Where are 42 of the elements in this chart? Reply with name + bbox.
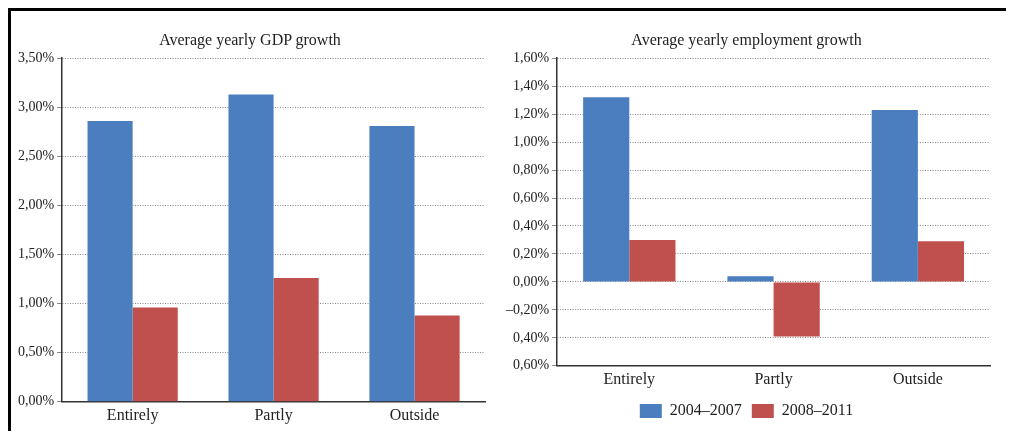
bar (414, 315, 460, 402)
x-tick-label: Entirely (106, 405, 159, 424)
y-tick-label: 0,40% (512, 329, 550, 345)
bar (583, 97, 630, 282)
y-tick-label: 0,40% (512, 217, 550, 233)
x-tick-label: Entirely (603, 369, 656, 388)
y-tick-label: 0,00% (512, 273, 550, 289)
x-tick-label: Outside (892, 369, 943, 387)
y-tick-label: 0,80% (512, 161, 550, 177)
y-tick-label: 1,40% (512, 77, 550, 93)
y-tick-label: 0,50% (17, 344, 55, 360)
legend-label: 2008–2011 (781, 401, 854, 419)
chart-title: Average yearly GDP growth (159, 30, 341, 49)
bar (773, 282, 820, 337)
bar (228, 94, 274, 402)
y-tick-label: 3,50% (17, 49, 55, 65)
y-tick-label: 0,60% (512, 189, 550, 205)
y-tick-label: 1,00% (17, 295, 55, 311)
bar (132, 307, 178, 402)
y-tick-label: 1,20% (512, 105, 550, 121)
y-tick-label: –0,20% (504, 301, 550, 317)
chart-title: Average yearly employment growth (631, 30, 862, 49)
bar (273, 278, 319, 402)
y-tick-label: 2,00% (17, 197, 55, 213)
y-tick-label: 0,00% (17, 393, 55, 409)
y-tick-label: 0,20% (512, 245, 550, 261)
bar (871, 109, 918, 282)
x-tick-label: Partly (254, 405, 293, 424)
x-tick-label: Partly (754, 369, 793, 388)
y-tick-label: 3,00% (17, 98, 55, 114)
bar (917, 241, 965, 282)
y-tick-label: 1,50% (17, 246, 55, 262)
x-tick-label: Outside (389, 405, 440, 423)
bar (369, 125, 415, 402)
y-tick-label: 1,00% (512, 133, 550, 149)
bar (727, 276, 774, 282)
y-tick-label: 0,60% (512, 357, 550, 373)
y-tick-label: 2,50% (17, 148, 55, 164)
bar (87, 121, 133, 402)
bar (629, 239, 676, 282)
y-tick-label: 1,60% (512, 49, 550, 65)
legend-label: 2004–2007 (669, 401, 742, 419)
